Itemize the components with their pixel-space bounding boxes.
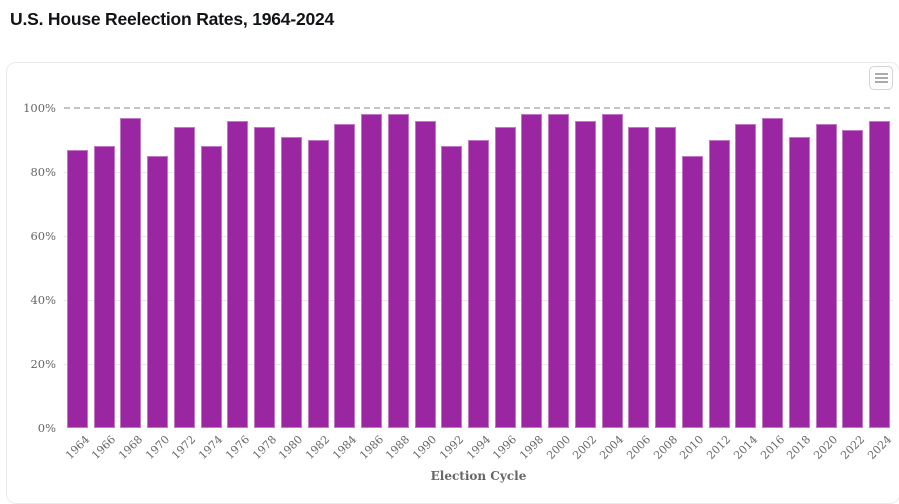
bar-1966[interactable] <box>93 146 115 428</box>
bar-2024[interactable] <box>869 120 890 428</box>
bar-2018[interactable] <box>788 136 810 428</box>
hamburger-menu-icon <box>874 73 888 83</box>
bar-2006[interactable] <box>628 127 650 428</box>
bar-1976[interactable] <box>227 120 249 428</box>
bar-2010[interactable] <box>681 156 703 428</box>
bar-series <box>64 108 893 428</box>
bar-2004[interactable] <box>601 114 623 428</box>
bar-1968[interactable] <box>120 117 142 428</box>
bar-2000[interactable] <box>548 114 570 428</box>
y-tick-label-0pct: 0% <box>37 421 56 435</box>
y-tick-label-60pct: 60% <box>30 229 56 243</box>
bar-1994[interactable] <box>468 140 489 428</box>
bar-1972[interactable] <box>173 127 195 428</box>
y-tick-label-80pct: 80% <box>30 165 56 179</box>
x-axis-labels: 1964 1966 1968 1970 1972 1974 1976 1978 1980 1982… <box>63 428 894 474</box>
bar-2012[interactable] <box>708 140 730 428</box>
reference-line-100pct <box>64 107 893 109</box>
plot-area <box>64 107 893 428</box>
bar-1988[interactable] <box>387 114 409 428</box>
bar-2002[interactable] <box>574 120 596 428</box>
page-title: U.S. House Reelection Rates, 1964-2024 <box>10 9 335 29</box>
bar-2014[interactable] <box>735 124 757 428</box>
bar-2016[interactable] <box>762 117 784 428</box>
y-tick-label-100pct: 100% <box>23 101 56 115</box>
x-axis-title: Election Cycle <box>430 469 527 483</box>
bar-1978[interactable] <box>254 127 276 428</box>
bar-1964[interactable] <box>67 149 88 428</box>
bar-1992[interactable] <box>441 146 463 428</box>
bar-1998[interactable] <box>521 114 543 428</box>
bar-1970[interactable] <box>147 156 169 428</box>
bar-1982[interactable] <box>307 140 329 428</box>
chart-context-menu-button[interactable] <box>869 66 893 90</box>
bar-1980[interactable] <box>280 136 302 428</box>
bar-2020[interactable] <box>815 124 837 428</box>
y-tick-label-20pct: 20% <box>30 357 56 371</box>
bar-2022[interactable] <box>842 130 864 428</box>
bar-2008[interactable] <box>655 127 677 428</box>
bar-1986[interactable] <box>361 114 383 428</box>
y-tick-label-40pct: 40% <box>30 293 56 307</box>
bar-1996[interactable] <box>494 127 516 428</box>
bar-1974[interactable] <box>200 146 222 428</box>
bar-1990[interactable] <box>414 120 436 428</box>
bar-1984[interactable] <box>334 124 356 428</box>
